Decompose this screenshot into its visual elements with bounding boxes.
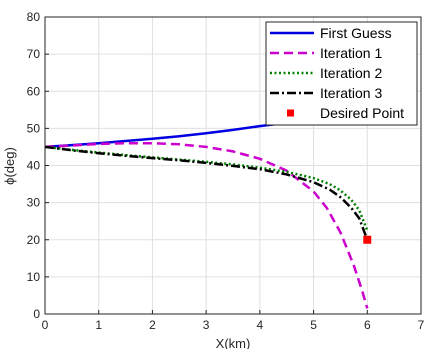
legend-label-iteration-3: Iteration 3 [320,85,382,101]
x-tick-label: 0 [42,318,49,332]
x-tick-label: 4 [257,318,264,332]
x-tick-label: 2 [149,318,156,332]
legend-swatch-desired-point [287,109,294,117]
series-desired-point-marker [363,235,372,244]
legend-label-desired-point: Desired Point [320,105,404,121]
legend-label-first-guess: First Guess [320,25,392,41]
x-axis: 0 1 2 3 4 5 6 7 [42,310,425,332]
y-axis-label: ϕ(deg) [2,147,17,185]
x-tick-label: 1 [95,318,102,332]
x-axis-label: X(km) [216,336,251,349]
y-tick-label: 20 [27,233,41,247]
y-tick-label: 80 [27,10,41,24]
series-iteration-2-line [44,145,369,231]
x-tick-label: 7 [418,318,425,332]
legend: First Guess Iteration 1 Iteration 2 Iterati… [265,21,418,126]
legend-label-iteration-2: Iteration 2 [320,65,382,81]
series-iteration-3-line [44,145,369,241]
legend-label-iteration-1: Iteration 1 [320,45,382,61]
y-tick-label: 50 [27,121,41,135]
y-axis: 0 10 20 30 40 50 60 70 80 [27,10,49,321]
y-tick-label: 10 [27,270,41,284]
x-tick-label: 3 [203,318,210,332]
y-tick-label: 30 [27,196,41,210]
legend-box [265,21,418,126]
y-tick-label: 60 [27,84,41,98]
y-tick-label: 0 [33,307,40,321]
y-tick-label: 70 [27,47,41,61]
x-tick-label: 6 [364,318,371,332]
x-tick-label: 5 [310,318,317,332]
y-tick-label: 40 [27,159,41,173]
series-iteration-1-line [44,141,369,309]
